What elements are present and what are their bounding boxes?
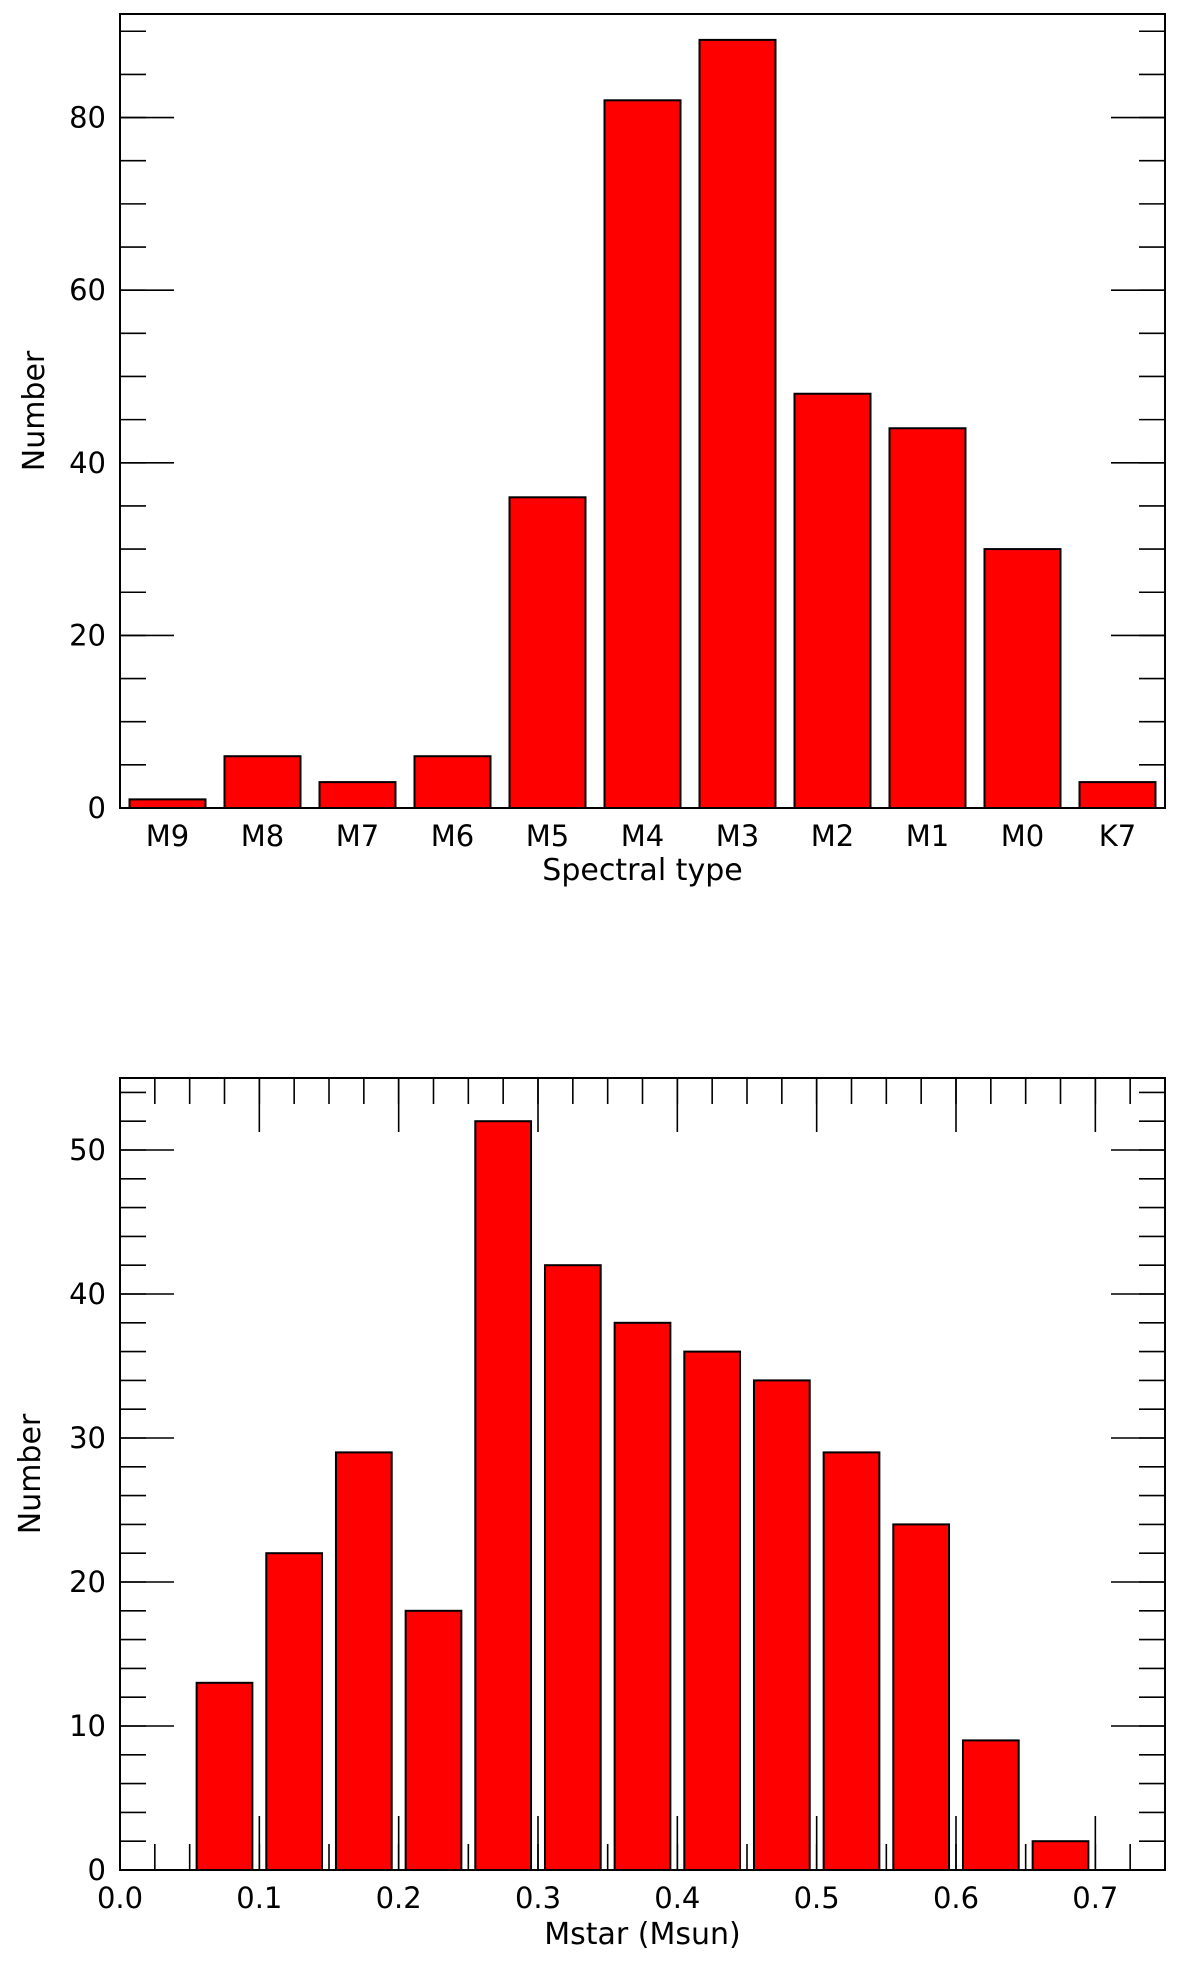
bar-mass-bin [822,1451,881,1872]
spectral-type-histogram: 0 20 40 60 80 M9 M8 M7 M6 M5 M4 M3 M2 M1 M0 K7 Spectral… [17,13,1166,888]
x-tick-label: 0.1 [236,1881,282,1915]
bar-mass-bin [961,1739,1020,1872]
bar-mass-bin [195,1681,254,1872]
x-tick-label: 0.5 [794,1881,840,1915]
top-chart-tick-labels: 0 20 40 60 80 M9 M8 M7 M6 M5 M4 M3 M2 M1 M0 K7 [69,101,1136,853]
top-y-axis-title: Number [17,350,52,471]
y-tick-label: 40 [69,1277,106,1311]
bar-m4 [603,99,682,810]
x-tick-label: M8 [241,819,284,853]
x-tick-label: 0.6 [933,1881,979,1915]
y-tick-label: 10 [69,1709,106,1743]
bar-mass-bin [334,1451,393,1872]
x-tick-label: M2 [811,819,854,853]
bar-mass-bin [265,1552,324,1871]
y-tick-label: 50 [69,1133,106,1167]
x-tick-label: 0.7 [1072,1881,1118,1915]
bar-m2 [793,392,872,809]
bar-m6 [413,755,492,810]
bar-m0 [983,548,1062,810]
x-tick-label: 0.2 [376,1881,422,1915]
bar-mass-bin [892,1523,951,1872]
x-tick-label: 0.3 [515,1881,561,1915]
bottom-chart-bars [195,1120,1090,1872]
bottom-chart-tick-labels: 0 10 20 30 40 50 0.0 0.1 0.2 0.3 0.4 0.5 0.6 0.7 [69,1133,1118,1915]
x-tick-label: M9 [146,819,189,853]
y-tick-label: 40 [69,446,106,480]
y-tick-label: 0 [88,791,106,825]
stellar-mass-histogram: 0 10 20 30 40 50 0.0 0.1 0.2 0.3 0.4 0.5 0.6 0.7 Msta… [13,1077,1166,1952]
x-tick-label: M7 [336,819,379,853]
x-tick-label: M4 [621,819,664,853]
bar-m7 [318,781,397,810]
bar-mass-bin [683,1350,742,1871]
y-tick-label: 0 [88,1853,106,1887]
bar-k7 [1078,781,1157,810]
x-tick-label: M3 [716,819,759,853]
y-tick-label: 60 [69,273,106,307]
bottom-x-axis-title: Mstar (Msun) [544,1917,740,1952]
y-tick-label: 20 [69,618,106,652]
bar-mass-bin [474,1120,533,1871]
x-tick-label: M5 [526,819,569,853]
y-tick-label: 30 [69,1421,106,1455]
bar-m1 [888,427,967,809]
x-tick-label: 0.0 [97,1881,143,1915]
bar-mass-bin [404,1609,463,1872]
y-tick-label: 20 [69,1565,106,1599]
bottom-chart-frame [119,1077,1166,1871]
x-tick-label: 0.4 [654,1881,700,1915]
bar-mass-bin [752,1379,811,1872]
y-tick-label: 80 [69,101,106,135]
bar-m8 [223,755,302,810]
bar-m5 [508,496,587,809]
bar-mass-bin [1031,1840,1090,1871]
top-x-axis-title: Spectral type [542,853,742,888]
top-chart-frame [119,13,1166,809]
top-chart-bars [128,38,1157,810]
x-tick-label: M1 [906,819,949,853]
x-tick-label: K7 [1099,819,1136,853]
bar-mass-bin [613,1321,672,1872]
x-tick-label: M0 [1001,819,1044,853]
bottom-y-axis-title: Number [13,1413,48,1534]
bar-mass-bin [543,1264,602,1871]
bar-m3 [698,38,777,810]
x-tick-label: M6 [431,819,474,853]
bar-m9 [128,798,207,810]
